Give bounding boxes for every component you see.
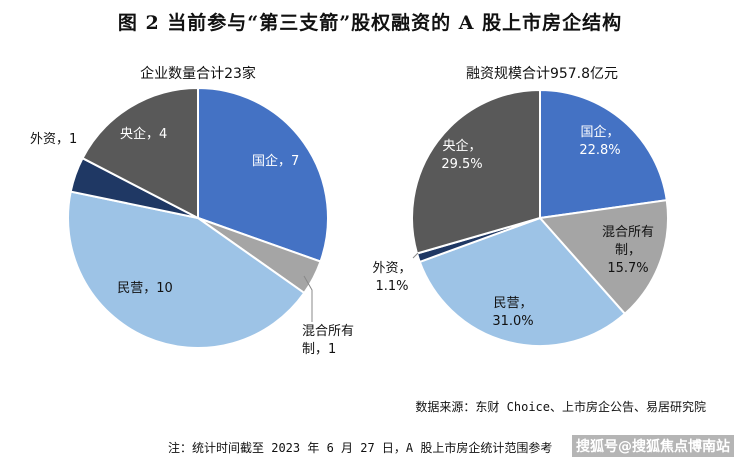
figure-title: 图 2 当前参与“第三支箭”股权融资的 A 股上市房企结构	[117, 12, 623, 34]
pie1-label-2: 民营， 31.0%	[492, 296, 533, 329]
pie0-label-4: 央企，4	[120, 126, 167, 142]
footnote: 注：统计时间截至 2023 年 6 月 27 日，A 股上市房企统计范围参考	[168, 441, 553, 455]
pie0-label-0: 国企，7	[252, 153, 299, 169]
pie1-slice-2	[418, 216, 627, 347]
pie1-label-0: 国企， 22.8%	[579, 124, 620, 158]
chart-title-financing: 融资规模合计957.8亿元	[465, 66, 619, 82]
watermark: 搜狐号@搜狐焦点博南站	[572, 435, 734, 457]
pie0-leader-line	[303, 275, 313, 322]
pie0-slice-4	[81, 86, 199, 220]
pie1-slice-4	[411, 88, 541, 255]
pie1-leader-line	[412, 252, 419, 259]
pie1-slice-1	[538, 199, 669, 316]
pie1-slice-0	[539, 88, 668, 220]
data-source: 数据来源：东财 Choice、上市房企公告、易居研究院	[415, 400, 706, 414]
chart-title-count: 企业数量合计23家	[140, 66, 256, 82]
pie1-label-3: 外资， 1.1%	[372, 261, 411, 294]
pie0-label-3: 外资，1	[30, 132, 77, 147]
pie0-label-2: 民营，10	[117, 281, 173, 296]
pie1-label-1: 混合所有制， 15.7%	[602, 225, 654, 276]
pie0-label-1: 混合所有制，1	[302, 324, 354, 357]
pie0-slice-0	[197, 86, 329, 263]
pie1-label-4: 央企， 29.5%	[441, 138, 482, 172]
pie0-slice-2	[67, 190, 306, 349]
